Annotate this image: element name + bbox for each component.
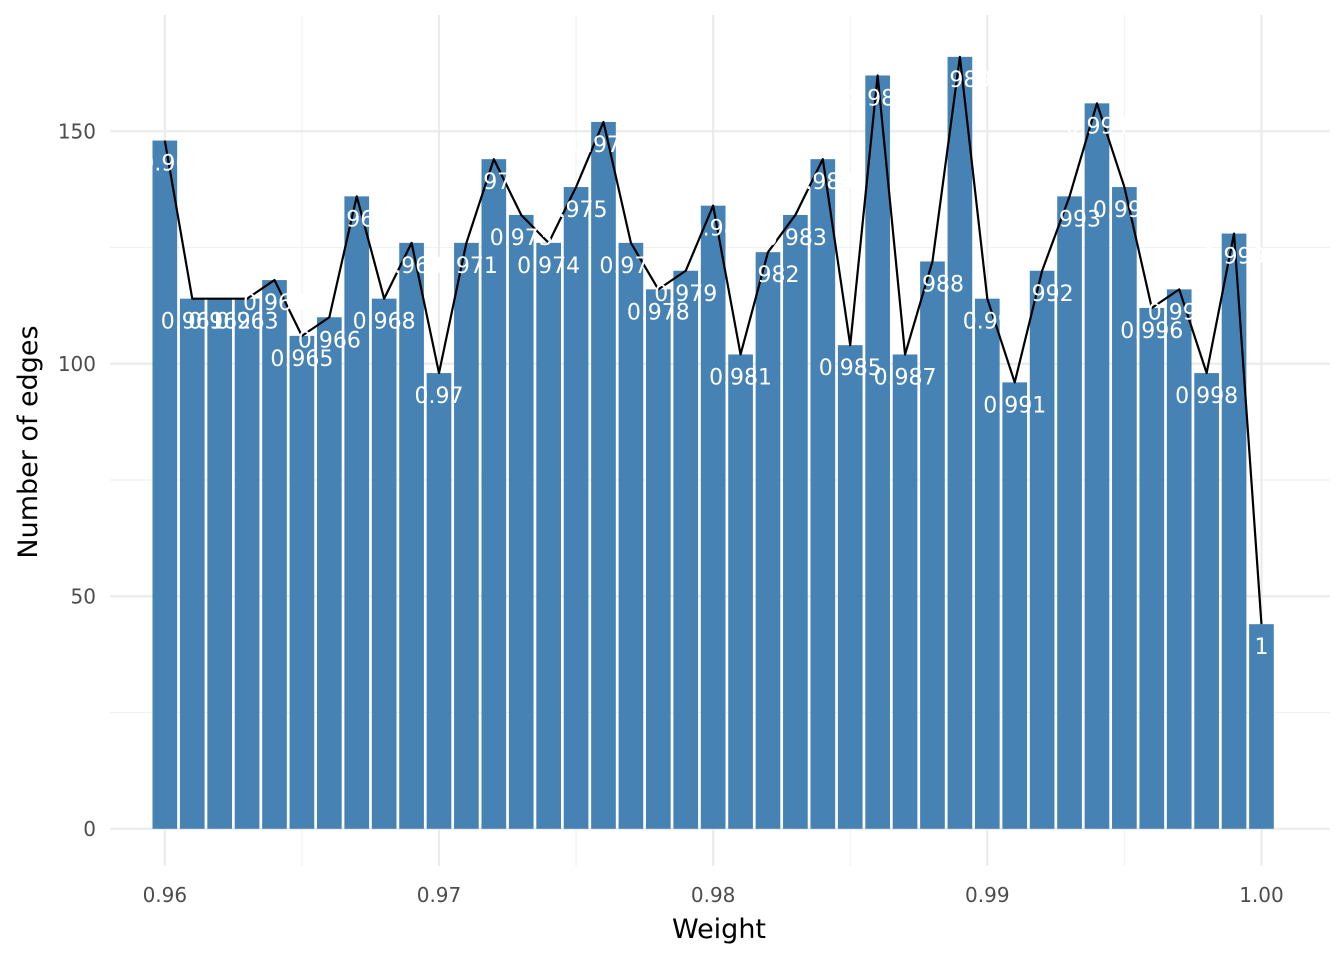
x-tick-label: 0.96 xyxy=(143,883,188,907)
bar xyxy=(262,280,287,829)
data-label: 0.968 xyxy=(353,310,416,335)
y-tick-label: 0 xyxy=(83,817,96,841)
data-label: 0.991 xyxy=(983,393,1046,418)
bar xyxy=(1057,196,1082,829)
data-label: 0.993 xyxy=(1038,207,1101,232)
bar xyxy=(481,159,507,829)
data-label: 0.984 xyxy=(791,170,854,195)
bar xyxy=(974,298,1000,829)
bar xyxy=(673,270,699,829)
data-label: 0.98 xyxy=(689,217,738,242)
data-label: 0.966 xyxy=(298,328,361,353)
data-label: 0.971 xyxy=(435,254,498,279)
data-label: 0.994 xyxy=(1065,114,1128,139)
bar xyxy=(316,317,342,829)
bar xyxy=(810,159,836,829)
data-label: 0.986 xyxy=(846,86,909,111)
data-label: 0.975 xyxy=(545,198,608,223)
bars xyxy=(152,56,1274,829)
bar xyxy=(837,345,863,829)
bar xyxy=(1112,187,1137,829)
bar xyxy=(536,242,561,829)
y-tick-label: 150 xyxy=(58,119,96,143)
data-label: 0.987 xyxy=(874,365,937,390)
bar xyxy=(1166,289,1192,829)
bar xyxy=(1139,307,1165,829)
bar xyxy=(1194,373,1219,829)
bar xyxy=(508,214,534,829)
bar xyxy=(179,298,205,829)
data-label: 0.977 xyxy=(599,254,662,279)
data-label: 0.996 xyxy=(1120,319,1183,344)
data-label: 0.992 xyxy=(1011,282,1074,307)
bar xyxy=(1221,233,1247,829)
data-label: 0.974 xyxy=(517,254,580,279)
bar xyxy=(618,242,644,829)
data-label: 0.965 xyxy=(270,347,333,372)
bar xyxy=(371,298,397,829)
data-label: 0.962 xyxy=(188,310,251,335)
x-axis-title: Weight xyxy=(672,914,766,945)
bar xyxy=(289,335,315,829)
bar xyxy=(152,140,178,829)
bar xyxy=(947,56,973,829)
bar xyxy=(920,261,945,829)
data-label: 0.997 xyxy=(1148,300,1211,325)
data-label: 0.982 xyxy=(736,263,799,288)
bar xyxy=(1029,270,1055,829)
y-axis-ticks: 0 50 100 150 xyxy=(58,119,96,841)
bar xyxy=(344,196,370,829)
bar xyxy=(755,252,781,829)
bar xyxy=(234,298,260,829)
data-label: 0.999 xyxy=(1203,245,1266,270)
count-line xyxy=(163,55,1263,625)
bar xyxy=(1002,382,1028,829)
bar xyxy=(645,289,671,829)
bar xyxy=(783,214,808,829)
data-label: 0.985 xyxy=(819,356,882,381)
bar xyxy=(399,242,424,829)
data-label: 0.97 xyxy=(414,384,463,409)
bar xyxy=(591,121,616,829)
data-label: 0.964 xyxy=(243,291,306,316)
x-axis-ticks: 0.96 0.97 0.98 0.99 1.00 xyxy=(143,883,1284,907)
x-tick-label: 0.98 xyxy=(691,883,736,907)
bar xyxy=(728,354,753,829)
data-label: 0.983 xyxy=(764,226,827,251)
y-tick-label: 50 xyxy=(71,584,96,608)
bar xyxy=(1249,624,1274,829)
data-label: 0.976 xyxy=(572,133,635,158)
data-label: 1 xyxy=(1254,635,1268,660)
bar xyxy=(207,298,232,829)
data-label: 0.988 xyxy=(901,272,964,297)
y-axis-title: Number of edges xyxy=(13,325,44,558)
y-tick-label: 100 xyxy=(58,352,96,376)
data-label: 0.973 xyxy=(490,226,553,251)
bar xyxy=(426,373,452,829)
bar xyxy=(563,187,589,829)
data-label: 0.995 xyxy=(1093,198,1156,223)
data-label: 0.967 xyxy=(325,207,388,232)
x-tick-label: 1.00 xyxy=(1239,883,1284,907)
bar xyxy=(865,75,890,829)
data-label: 0.989 xyxy=(928,68,991,93)
bar xyxy=(700,205,726,829)
x-tick-label: 0.97 xyxy=(417,883,462,907)
bar xyxy=(892,354,918,829)
data-label: 0.981 xyxy=(709,365,772,390)
data-label: 0.99 xyxy=(963,310,1012,335)
bar xyxy=(454,242,479,829)
data-label: 0.96 xyxy=(140,152,189,177)
data-label: 0.978 xyxy=(627,300,690,325)
data-label: 0.961 xyxy=(161,310,224,335)
data-label: 0.979 xyxy=(654,282,717,307)
bar xyxy=(1084,103,1110,829)
data-label: 0.969 xyxy=(380,254,443,279)
data-label: 0.972 xyxy=(462,170,525,195)
x-tick-label: 0.99 xyxy=(965,883,1010,907)
data-label: 0.998 xyxy=(1175,384,1238,409)
data-label: 0.963 xyxy=(216,310,279,335)
